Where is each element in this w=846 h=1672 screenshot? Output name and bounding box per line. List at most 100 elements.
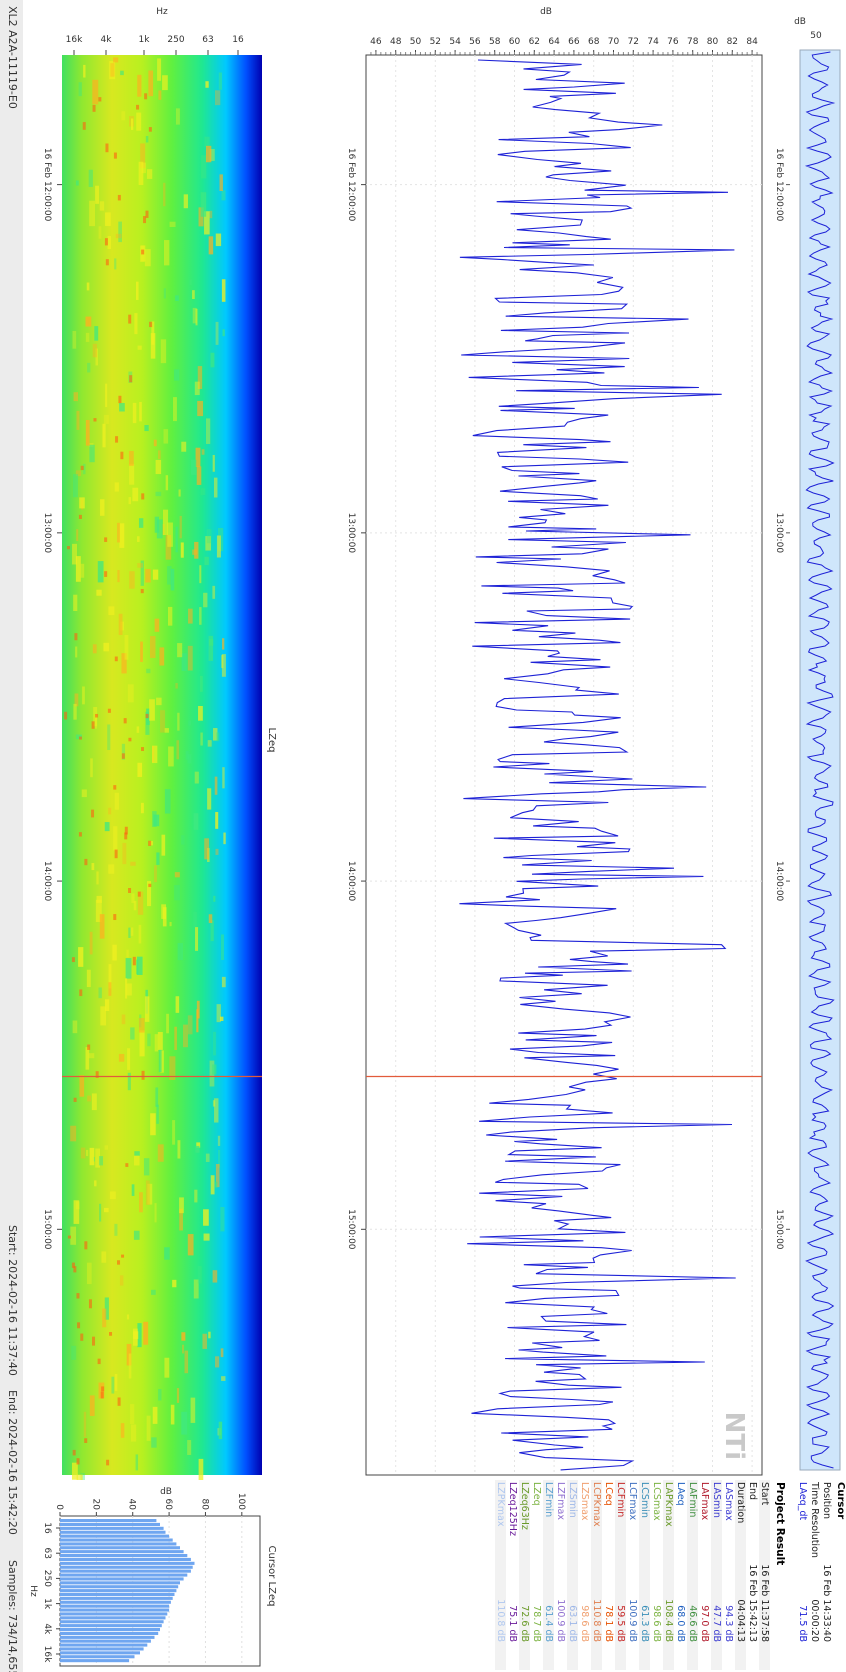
spectrogram-pane[interactable]: LZeq Hz 16 63 250 1k 4k 16k 16 Feb xyxy=(24,0,286,1499)
overview-tick-label: 15:00:00 xyxy=(774,1209,784,1250)
spectrogram-freq-tick-label: 250 xyxy=(167,35,184,45)
histogram-bar xyxy=(60,1526,164,1530)
spectrogram-hotspot xyxy=(124,832,128,840)
spectrogram-streak xyxy=(201,155,207,179)
project-result-row: Start 16 Feb 11:37:58 xyxy=(759,1480,770,1670)
main-y-tick-label: 64 xyxy=(548,37,560,47)
spectrogram-streak xyxy=(130,927,134,936)
main-y-tick-label: 74 xyxy=(647,37,659,47)
histogram-bar xyxy=(60,1557,191,1562)
spectrogram-streak xyxy=(199,675,203,692)
spectrogram-hotspot xyxy=(149,321,153,328)
spectrogram-freq-unit: Hz xyxy=(156,7,168,17)
spectrogram-streak xyxy=(194,771,199,784)
spectrogram-streak xyxy=(140,560,144,586)
spectrogram-hotspot xyxy=(72,1449,76,1456)
spectrogram-hotspot xyxy=(117,1260,121,1265)
spectrogram-streak xyxy=(172,1120,176,1145)
spectrogram-streak xyxy=(197,366,203,390)
spectrogram-streak xyxy=(163,182,166,207)
spectrogram-streak xyxy=(215,1181,218,1188)
main-line-chart[interactable]: dB 46 48 50 52 54 56 58 60 62 64 66 68 70 72 74 76 78 80 8… xyxy=(326,0,766,1480)
spectrogram-streak xyxy=(78,82,82,97)
spectrogram-streak xyxy=(79,497,85,509)
spectrogram-streak xyxy=(87,362,91,373)
project-result-row: LZSmin 63.1 dB xyxy=(567,1480,578,1670)
overview-chart[interactable]: dB 50 xyxy=(791,0,846,1480)
status-device: XL2 A2A-11119-E0 xyxy=(6,6,19,109)
histogram-pane[interactable]: Cursor LZeq dB 0 20 40 60 80 100 16 63 250 1k 4k 1… xyxy=(24,1480,286,1672)
spectrogram-freq-axis: 16 63 250 1k 4k 16k xyxy=(66,35,244,55)
spectrogram-streak xyxy=(152,1406,158,1424)
histogram-bar xyxy=(60,1530,166,1534)
main-plot-area[interactable] xyxy=(365,54,763,1476)
main-y-tick-label: 60 xyxy=(509,37,521,47)
spectrogram-streak xyxy=(81,789,87,798)
main-chart-pane[interactable]: dB 46 48 50 52 54 56 58 60 62 64 66 68 70 72 74 76 78 80 8… xyxy=(326,0,766,1480)
spectrogram-hotspot xyxy=(145,210,149,218)
spectrogram-streak xyxy=(150,333,156,359)
spectrogram-streak xyxy=(137,563,143,568)
histogram-bar xyxy=(60,1534,170,1538)
histogram-bar xyxy=(60,1565,193,1569)
spectrogram-streak xyxy=(74,693,79,707)
histogram-bar xyxy=(60,1659,130,1663)
spectrogram-streak xyxy=(98,226,102,239)
cursor-row: LAeq_dt 71.5 dB xyxy=(797,1480,808,1670)
spectrogram-freq-tick-label: 16k xyxy=(66,35,83,45)
spectrogram-streak xyxy=(144,996,150,1022)
spectrogram-streak xyxy=(207,788,212,810)
overview-plot-area[interactable] xyxy=(799,49,841,1471)
project-row-value: 100.9 dB xyxy=(555,1599,566,1642)
spectrogram-streak xyxy=(193,911,197,927)
spectrogram-streak xyxy=(192,549,198,555)
histogram-title: Cursor LZeq xyxy=(266,1546,277,1607)
nti-logo: NTi xyxy=(719,1412,749,1460)
spectrogram-streak xyxy=(90,758,93,778)
spectrogram-streak xyxy=(119,402,125,412)
spectrogram-hotspot xyxy=(144,93,148,100)
spectrogram-streak xyxy=(135,1454,139,1471)
cursor-row-value: 16 Feb 14:33:40 xyxy=(821,1564,832,1642)
histogram-bar xyxy=(60,1608,170,1612)
spectrogram-streak xyxy=(177,712,180,731)
spectrogram-streak xyxy=(146,668,151,674)
cursor-panel-title: Cursor xyxy=(835,1482,846,1520)
spectrogram-streak xyxy=(118,221,122,243)
spectrogram-streak xyxy=(173,397,177,422)
spectrogram-hotspot xyxy=(91,809,95,818)
spectrogram-streak xyxy=(218,1149,221,1168)
spectrogram-streak xyxy=(71,1345,77,1360)
spectrogram-streak xyxy=(212,585,216,599)
histogram-bar xyxy=(60,1561,195,1565)
spectrogram-streak xyxy=(221,976,226,988)
spectrogram-streak xyxy=(168,746,174,767)
project-result-row: LAFmin 46.6 dB xyxy=(687,1480,698,1670)
spectrogram-streak xyxy=(208,635,213,661)
project-row-label: LCSmin xyxy=(639,1482,650,1518)
histogram-bar xyxy=(60,1631,159,1635)
spectrogram-streak xyxy=(221,1376,226,1381)
overview-strip[interactable]: dB 50 xyxy=(791,0,846,1480)
project-row-label: LZeq xyxy=(531,1482,542,1506)
spectrogram-streak xyxy=(215,1164,220,1188)
spectrogram-streak xyxy=(179,1208,183,1231)
histogram-chart[interactable]: Cursor LZeq dB 0 20 40 60 80 100 16632501k4k1… xyxy=(24,1480,286,1672)
spectrogram-streak xyxy=(213,1031,216,1056)
spectrogram-streak xyxy=(133,900,137,911)
spectrogram-plot[interactable] xyxy=(62,55,262,1475)
spectrogram-streak xyxy=(147,1183,153,1205)
spectrogram-streak xyxy=(217,1135,221,1146)
spectrogram-streak xyxy=(221,190,226,201)
spectrogram-streak xyxy=(205,145,212,163)
spectrogram-label: LZeq xyxy=(266,728,277,753)
spectrogram-streak xyxy=(158,1389,162,1401)
spectrogram-streak xyxy=(95,1148,101,1168)
spectrogram-streak xyxy=(169,1056,176,1080)
spectrogram-streak xyxy=(113,826,118,851)
spectrogram-streak xyxy=(128,927,131,938)
histogram-y-tick-label: 40 xyxy=(127,1499,137,1511)
spectrogram-hotspot xyxy=(100,1391,104,1399)
spectrogram-streak xyxy=(98,987,102,999)
